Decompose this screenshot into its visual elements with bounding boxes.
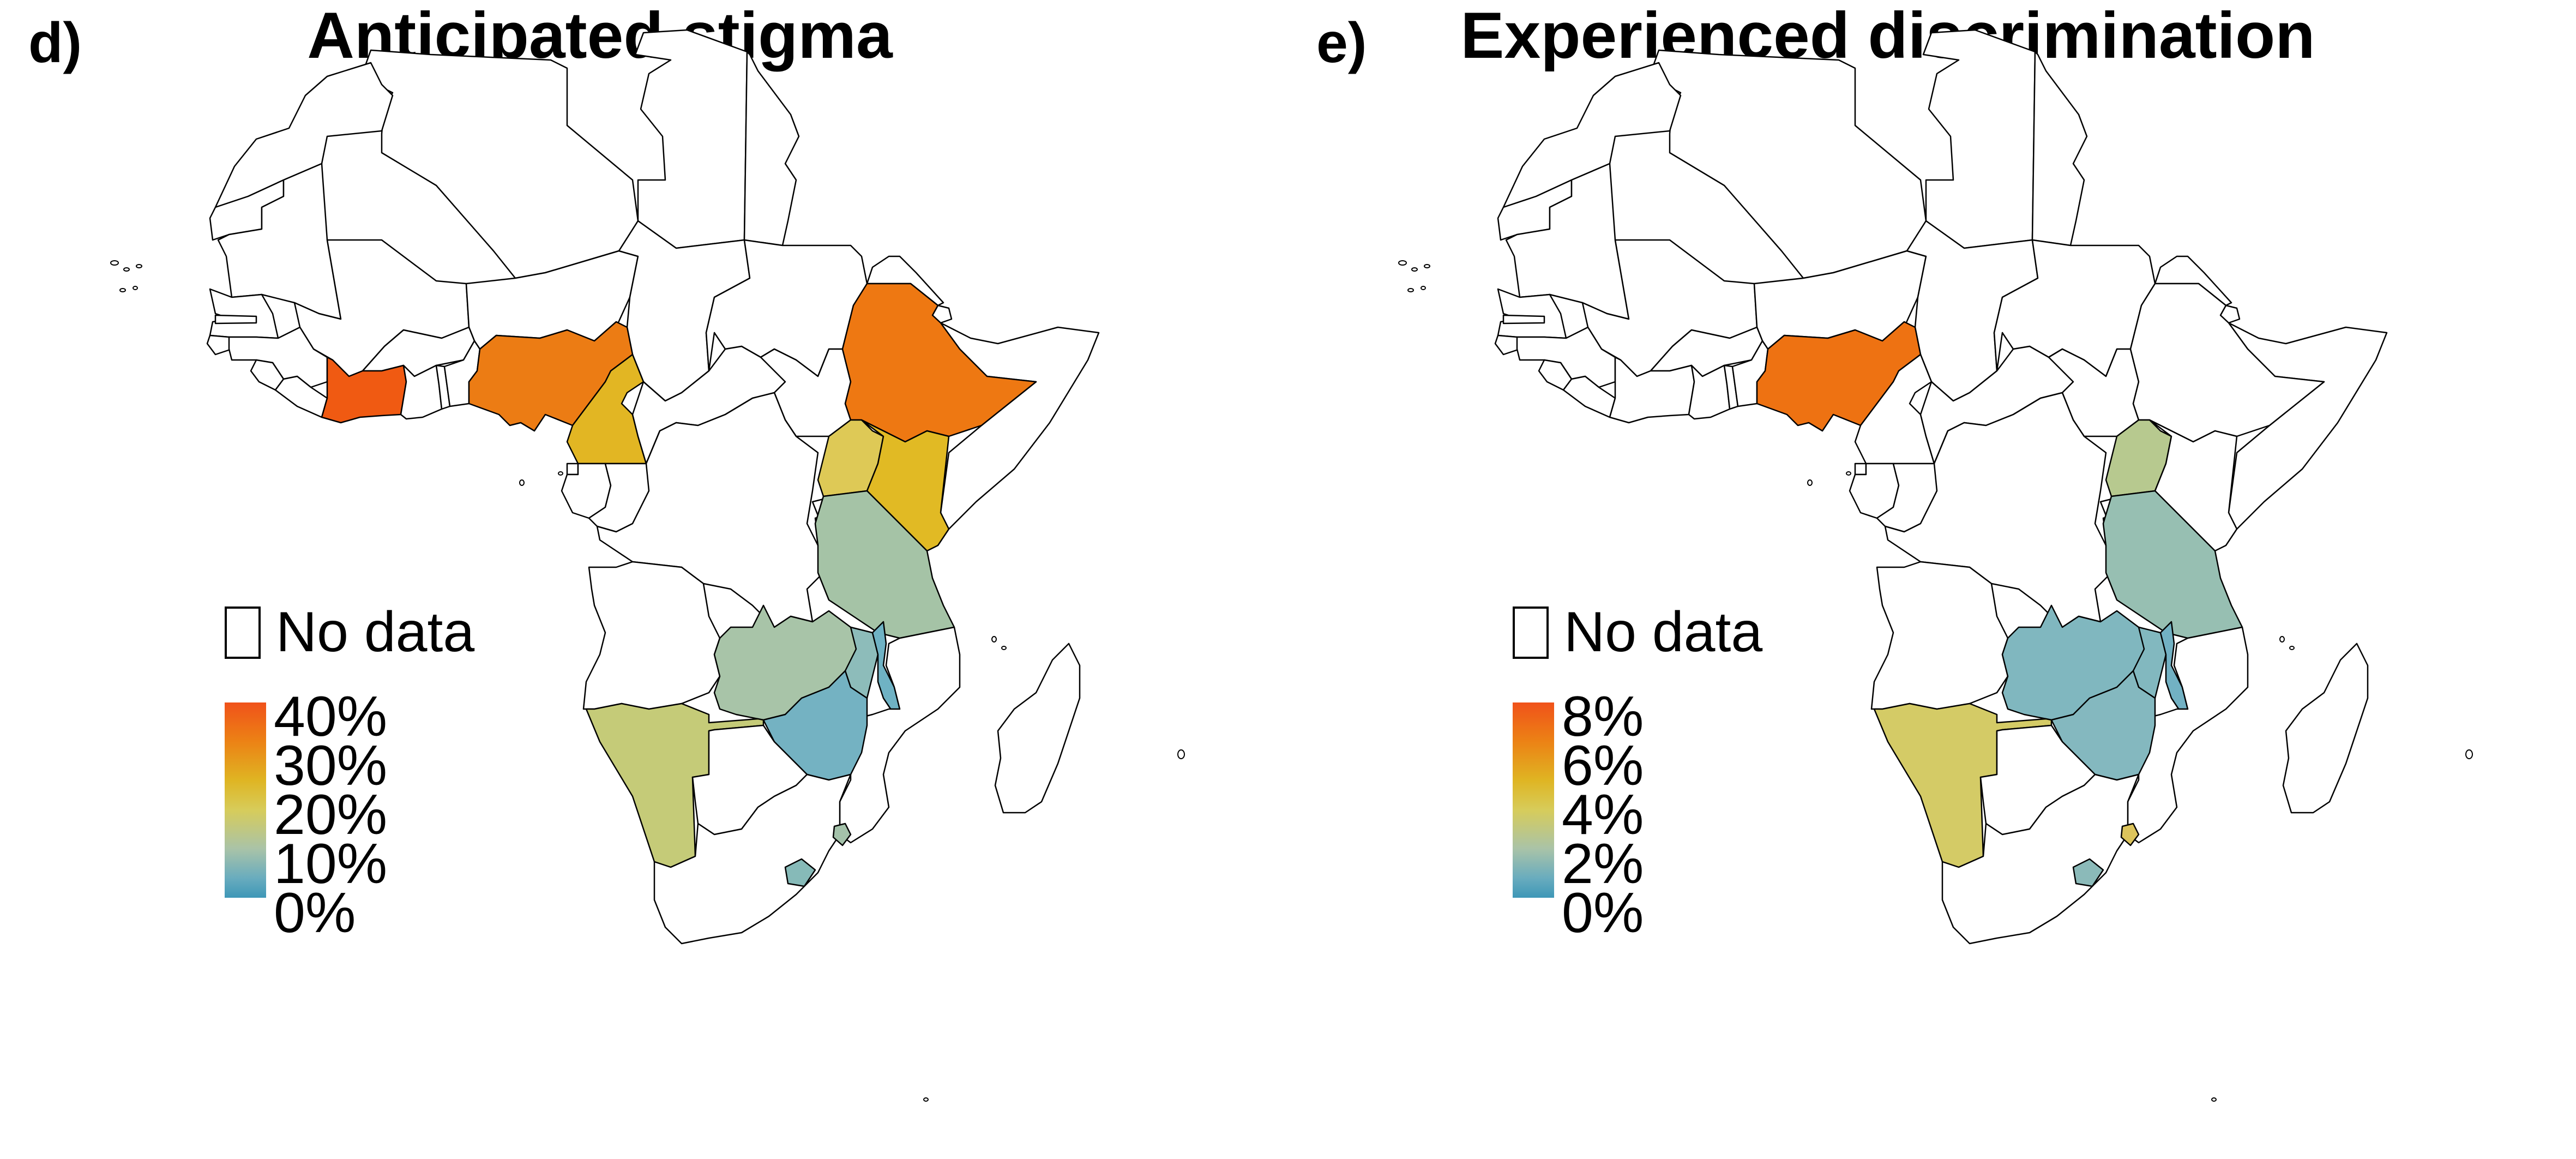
legend-tick: 8% (1562, 685, 1644, 748)
country-madagascar (994, 642, 1081, 814)
country-libya (634, 29, 748, 249)
legend-tick: 0% (1562, 881, 1644, 945)
country-algeria (364, 49, 639, 279)
color-scale-bar (225, 702, 266, 898)
island (133, 286, 138, 290)
island (110, 260, 119, 266)
country-angola (582, 561, 721, 710)
legend-tick: 6% (1562, 734, 1644, 797)
country-mauritania (217, 163, 342, 320)
island (119, 288, 126, 292)
country-ghana (400, 364, 443, 420)
island (1411, 267, 1418, 272)
legend-tick: 10% (274, 832, 388, 896)
country-egypt (743, 51, 800, 247)
legend-tick: 30% (274, 734, 388, 797)
country-drc (1884, 392, 2112, 628)
no-data-label: No data (276, 600, 475, 664)
country-egypt (2031, 51, 2088, 247)
island (1807, 479, 1813, 486)
country-gambia (1502, 314, 1545, 325)
legend-tick: 2% (1562, 832, 1644, 896)
country-eq-guinea (1854, 463, 1867, 476)
panel-letter: e) (1316, 11, 1367, 75)
country-south-africa (653, 773, 852, 945)
country-kenya (860, 419, 950, 552)
country-guinea-bissau (206, 334, 233, 356)
island (1424, 264, 1430, 268)
island (923, 1097, 929, 1102)
country-drc (596, 392, 824, 628)
country-gambia (214, 314, 257, 325)
country-togo (435, 364, 451, 410)
africa-map (1398, 29, 2473, 1102)
country-liberia (1562, 375, 1616, 418)
country-eswatini (832, 822, 852, 846)
panel-anticipated-stigma: d) Anticipated stigma No data 40% 30% 20… (28, 0, 1185, 1102)
color-scale-bar (1513, 702, 1554, 898)
country-eswatini (2120, 822, 2140, 846)
island (2465, 749, 2473, 759)
country-ghana (1688, 364, 1731, 420)
island (1421, 286, 1426, 290)
country-algeria (1652, 49, 1927, 279)
island (1398, 260, 1407, 266)
country-lesotho (2072, 858, 2104, 887)
legend-tick: 0% (274, 881, 356, 945)
no-data-label: No data (1564, 600, 1763, 664)
island (991, 636, 997, 642)
island (558, 471, 563, 476)
country-togo (1723, 364, 1739, 410)
panel-experienced-discrimination: e) Experienced discrimination No data 8%… (1288, 0, 2576, 1159)
island (1177, 749, 1185, 759)
country-south-africa (1941, 773, 2140, 945)
island (1407, 288, 1414, 292)
country-angola (1870, 561, 2009, 710)
country-mauritania (1505, 163, 1630, 320)
legend-tick: 40% (274, 685, 388, 748)
island (136, 264, 142, 268)
island (1846, 471, 1851, 476)
no-data-swatch (1513, 606, 1549, 659)
panel-letter: d) (28, 11, 82, 75)
no-data-swatch (225, 606, 261, 659)
country-liberia (274, 375, 328, 418)
country-kenya (2148, 419, 2238, 552)
country-libya (1922, 29, 2036, 249)
island (2279, 636, 2285, 642)
panel-title: Experienced discrimination (1460, 0, 2315, 72)
island (123, 267, 130, 272)
legend-tick: 20% (274, 783, 388, 846)
island (2211, 1097, 2217, 1102)
island (2289, 646, 2295, 650)
island (1001, 646, 1007, 650)
africa-map (110, 29, 1185, 1102)
country-guinea-bissau (1494, 334, 1521, 356)
island (519, 479, 525, 486)
country-madagascar (2282, 642, 2369, 814)
country-eq-guinea (566, 463, 579, 476)
country-lesotho (784, 858, 816, 887)
legend-tick: 4% (1562, 783, 1644, 846)
